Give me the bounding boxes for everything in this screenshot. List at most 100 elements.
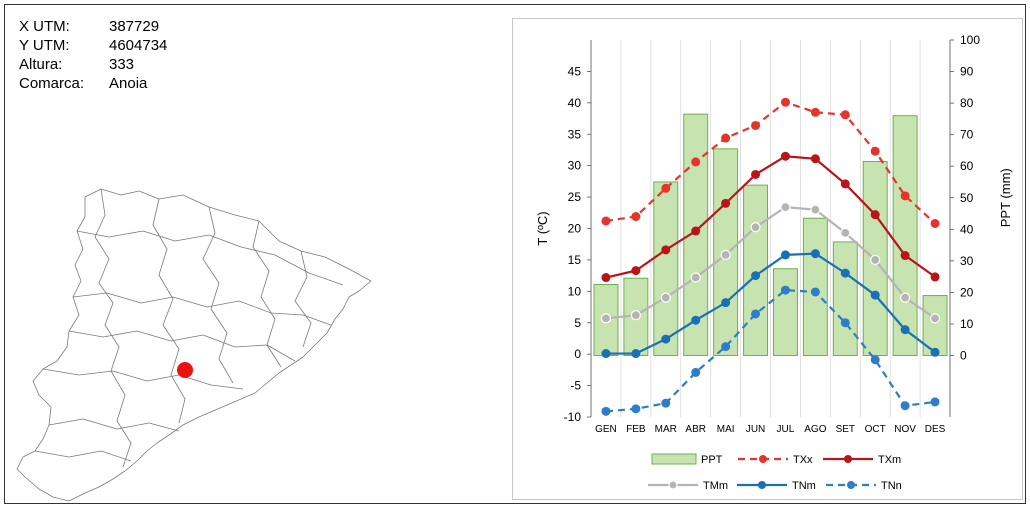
- point-txm: [631, 266, 641, 276]
- map-borders: [94, 188, 132, 468]
- right-tick-label: 10: [960, 317, 974, 331]
- figure-frame: X UTM: 387729 Y UTM: 4604734 Altura: 333…: [4, 4, 1026, 504]
- x-tick-label: MAI: [717, 424, 735, 435]
- info-label: X UTM:: [19, 18, 70, 35]
- x-tick-label: ABR: [685, 424, 706, 435]
- map-borders: [68, 330, 296, 362]
- right-tick-label: 40: [960, 222, 974, 236]
- left-tick-label: 25: [568, 190, 582, 204]
- info-row-comarca: Comarca: Anoia: [19, 74, 167, 93]
- point-txx: [930, 218, 940, 228]
- right-tick-label: 80: [960, 96, 974, 110]
- right-axis-title: PPT (mm): [998, 168, 1013, 227]
- point-tnn: [870, 355, 880, 365]
- legend-marker-tmm: [668, 480, 678, 490]
- point-tnm: [661, 334, 671, 344]
- right-tick-label: 0: [960, 349, 967, 363]
- point-txm: [870, 210, 880, 220]
- point-tmm: [630, 310, 641, 321]
- right-tick-label: 70: [960, 128, 974, 142]
- catalonia-map: [13, 185, 373, 505]
- point-tnn: [780, 285, 790, 295]
- point-tnn: [751, 309, 761, 319]
- point-txx: [661, 183, 671, 193]
- ppt-bar: [743, 184, 769, 356]
- point-tnm: [870, 290, 880, 300]
- x-tick-label: DES: [925, 424, 946, 435]
- legend-swatch-ppt: [651, 453, 697, 465]
- legend-marker-txx: [759, 455, 767, 463]
- map-outline: [16, 188, 372, 502]
- info-row-y-utm: Y UTM: 4604734: [19, 36, 167, 55]
- climate-chart: -10 -5 0 5 10 15 20 25 30 35 40 45 0 10 20 30 40 50 60 70 80…: [512, 18, 1023, 500]
- point-tnm: [930, 347, 940, 357]
- ppt-bar: [802, 217, 828, 356]
- map-svg: [16, 188, 372, 502]
- legend-label-txx: TXx: [793, 454, 813, 466]
- point-tnm: [751, 271, 761, 281]
- series-line-tnn: [605, 288, 936, 413]
- left-tick-label: -10: [564, 410, 582, 424]
- info-value: 333: [109, 56, 135, 73]
- legend-label-tmm: TMm: [703, 480, 728, 492]
- point-txx: [721, 133, 731, 143]
- left-tick-label: 40: [568, 96, 582, 110]
- point-tnn: [661, 398, 671, 408]
- map-borders: [152, 198, 186, 424]
- left-tick-label: 15: [568, 253, 582, 267]
- point-txm: [840, 179, 850, 189]
- point-tnm: [691, 315, 701, 325]
- left-tick-label: 0: [574, 347, 581, 361]
- point-txx: [840, 110, 850, 120]
- point-txm: [930, 272, 940, 282]
- point-txx: [810, 107, 820, 117]
- right-tick-label: 100: [960, 33, 980, 47]
- point-txx: [780, 97, 790, 107]
- left-tick-label: 30: [568, 159, 582, 173]
- info-value: 387729: [109, 18, 160, 35]
- point-tnn: [930, 397, 940, 407]
- station-marker: [177, 362, 193, 378]
- series-line-txm: [605, 155, 936, 279]
- info-value: Anoia: [109, 75, 148, 92]
- left-tick-label: 45: [568, 64, 582, 78]
- map-borders: [48, 418, 180, 432]
- point-tnn: [810, 287, 820, 297]
- right-tick-label: 90: [960, 65, 974, 79]
- point-tmm: [690, 272, 701, 283]
- legend-marker-tnn: [847, 481, 855, 489]
- point-tnn: [631, 404, 641, 414]
- legend-label-tnm: TNm: [792, 480, 816, 492]
- point-txm: [721, 198, 731, 208]
- point-tnn: [840, 318, 850, 328]
- point-tnn: [691, 367, 701, 377]
- point-txm: [751, 169, 761, 179]
- info-row-altura: Altura: 333: [19, 55, 167, 74]
- point-tmm: [660, 292, 671, 303]
- point-tnn: [601, 406, 611, 416]
- series-line-tnm: [605, 252, 936, 355]
- point-txm: [780, 151, 790, 161]
- x-tick-label: GEN: [595, 424, 617, 435]
- map-borders: [76, 230, 344, 286]
- point-tnm: [810, 249, 820, 259]
- point-tmm: [600, 313, 612, 324]
- point-tmm: [870, 254, 881, 266]
- station-info: X UTM: 387729 Y UTM: 4604734 Altura: 333…: [19, 17, 167, 93]
- point-tmm: [810, 204, 821, 215]
- point-tnm: [780, 250, 790, 260]
- x-tick-label: MAR: [655, 424, 677, 435]
- point-tnm: [631, 349, 641, 359]
- point-txx: [751, 120, 761, 130]
- x-tick-label: JUN: [746, 424, 765, 435]
- chart-svg: -10 -5 0 5 10 15 20 25 30 35 40 45 0 10 20 30 40 50 60 70 80…: [535, 33, 1013, 492]
- point-txm: [810, 154, 820, 164]
- right-tick-label: 50: [960, 191, 974, 205]
- ppt-bar: [772, 268, 798, 356]
- x-tick-label: JUL: [777, 424, 795, 435]
- point-txx: [631, 212, 641, 222]
- x-tick-label: FEB: [626, 424, 646, 435]
- x-tick-label: NOV: [894, 424, 916, 435]
- right-tick-label: 60: [960, 159, 974, 173]
- map-borders: [34, 450, 132, 462]
